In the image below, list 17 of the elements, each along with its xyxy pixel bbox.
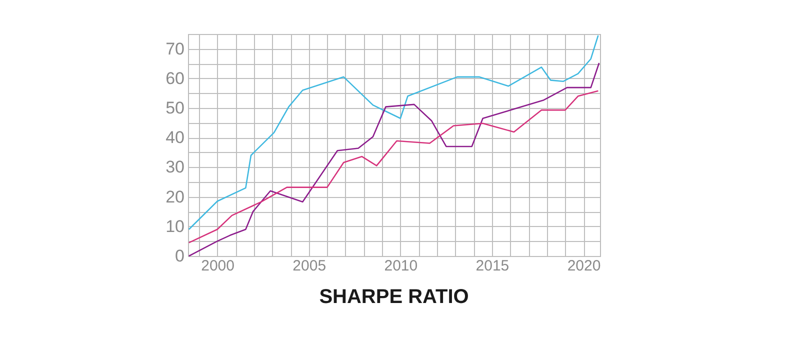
y-tick-label: 50	[166, 98, 184, 118]
text: SHARPE RATIO	[319, 286, 469, 308]
y-tick-label: 70	[166, 39, 184, 58]
x-tick-label: 2020	[567, 258, 601, 274]
line-series	[188, 62, 600, 257]
x-tick-label: 2005	[292, 258, 326, 274]
y-tick-label: 60	[166, 68, 184, 88]
x-tick-label: 2010	[384, 258, 418, 274]
line-series	[188, 90, 599, 244]
line-series	[188, 34, 599, 230]
y-tick-label: 30	[166, 158, 184, 177]
y-tick-label: 10	[166, 216, 184, 236]
y-tick-label: 0	[175, 246, 184, 266]
y-tick-label: 40	[166, 128, 184, 148]
x-tick-label: 2015	[476, 258, 510, 274]
x-tick-label: 2000	[201, 258, 234, 274]
y-tick-label: 20	[166, 187, 184, 206]
